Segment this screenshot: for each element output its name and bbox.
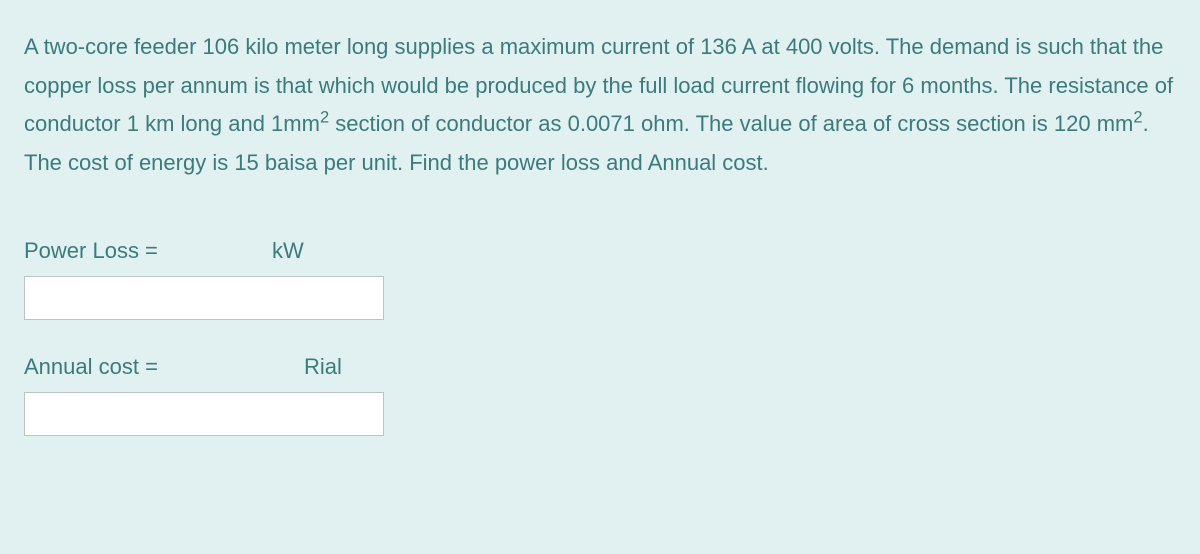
superscript-2: 2 bbox=[1133, 109, 1142, 127]
power-loss-input[interactable] bbox=[24, 276, 384, 320]
annual-cost-label-row: Annual cost = Rial bbox=[24, 354, 1176, 380]
power-loss-label-row: Power Loss = kW bbox=[24, 238, 1176, 264]
superscript-1: 2 bbox=[320, 109, 329, 127]
annual-cost-label: Annual cost = bbox=[24, 354, 304, 380]
question-container: A two-core feeder 106 kilo meter long su… bbox=[0, 0, 1200, 554]
annual-cost-input[interactable] bbox=[24, 392, 384, 436]
annual-cost-group: Annual cost = Rial bbox=[24, 354, 1176, 436]
question-part2: section of conductor as 0.0071 ohm. The … bbox=[329, 111, 1133, 136]
annual-cost-unit: Rial bbox=[304, 354, 342, 380]
power-loss-group: Power Loss = kW bbox=[24, 238, 1176, 320]
power-loss-unit: kW bbox=[272, 238, 304, 264]
question-text: A two-core feeder 106 kilo meter long su… bbox=[24, 28, 1176, 182]
power-loss-label: Power Loss = bbox=[24, 238, 272, 264]
